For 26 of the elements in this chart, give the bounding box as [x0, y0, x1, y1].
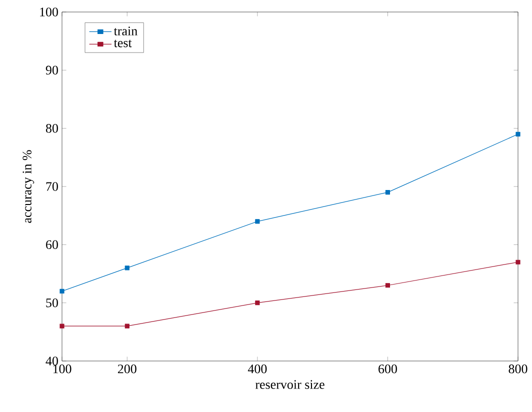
- point: [124, 266, 130, 270]
- y-tick-label: 90: [46, 66, 58, 75]
- x-tick-label: 600: [378, 364, 397, 374]
- point: [385, 190, 390, 195]
- y-tick-label: 70: [46, 182, 58, 191]
- point: [124, 324, 130, 328]
- point: [255, 219, 260, 224]
- point: [60, 288, 64, 294]
- x-tick-label: 400: [248, 364, 267, 374]
- y-tick-label: 40: [46, 356, 58, 366]
- legend-label: test: [114, 40, 132, 48]
- y-tick-label: 60: [46, 240, 58, 250]
- y-tick-label: 100: [40, 8, 58, 16]
- point: [516, 260, 520, 264]
- y-tick-label: 50: [46, 298, 58, 308]
- point: [60, 324, 64, 328]
- x-axis-title: reservoir size: [255, 380, 324, 389]
- point: [385, 283, 390, 288]
- x-tick-label: 100: [53, 364, 72, 374]
- point: [255, 300, 260, 306]
- y-tick-label: 80: [46, 124, 58, 133]
- legend-label: train: [114, 26, 138, 36]
- x-tick-label: 200: [118, 364, 136, 374]
- y-axis-title: accuracy in %: [22, 150, 34, 223]
- x-tick-label: 800: [508, 364, 528, 374]
- point: [516, 132, 520, 136]
